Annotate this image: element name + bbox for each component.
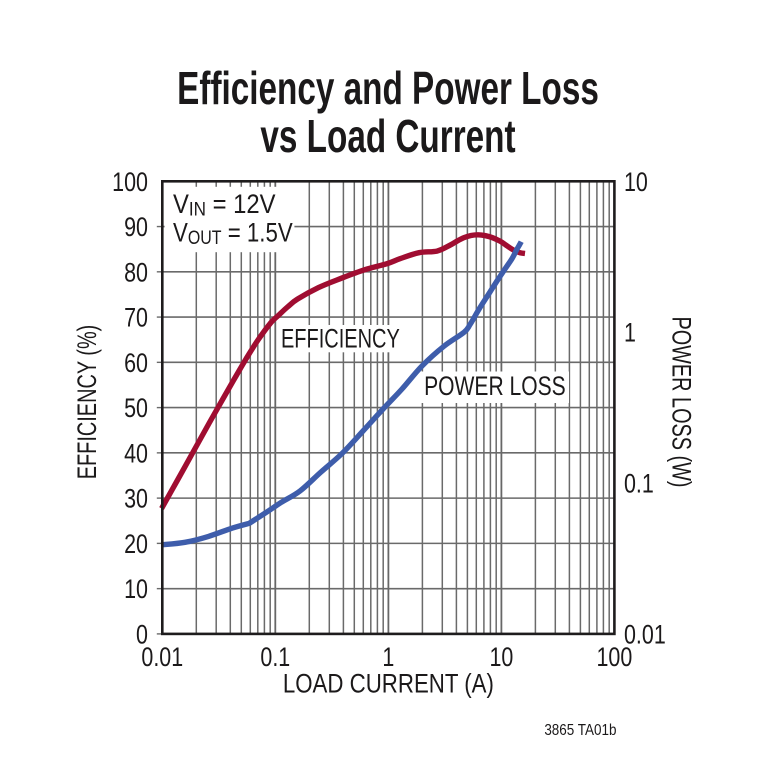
svg-text:vs Load Current: vs Load Current bbox=[260, 109, 515, 162]
svg-text:0.01: 0.01 bbox=[624, 620, 666, 650]
svg-text:LOAD CURRENT (A): LOAD CURRENT (A) bbox=[283, 670, 494, 699]
svg-text:POWER LOSS (W): POWER LOSS (W) bbox=[667, 316, 696, 487]
svg-text:60: 60 bbox=[124, 349, 148, 379]
svg-text:VIN = 12V: VIN = 12V bbox=[173, 190, 276, 220]
svg-text:10: 10 bbox=[124, 575, 148, 605]
svg-text:3865 TA01b: 3865 TA01b bbox=[544, 722, 616, 739]
svg-text:10: 10 bbox=[489, 643, 513, 673]
svg-text:1: 1 bbox=[624, 319, 636, 349]
svg-text:0.1: 0.1 bbox=[260, 643, 290, 673]
svg-text:20: 20 bbox=[124, 530, 148, 560]
svg-text:100: 100 bbox=[596, 643, 632, 673]
svg-text:0: 0 bbox=[136, 620, 148, 650]
svg-text:50: 50 bbox=[124, 394, 148, 424]
svg-text:90: 90 bbox=[124, 213, 148, 243]
svg-text:70: 70 bbox=[124, 304, 148, 334]
svg-text:1: 1 bbox=[382, 643, 394, 673]
svg-text:40: 40 bbox=[124, 439, 148, 469]
svg-text:EFFICIENCY (%): EFFICIENCY (%) bbox=[72, 325, 101, 480]
svg-text:EFFICIENCY: EFFICIENCY bbox=[281, 324, 400, 353]
svg-text:100: 100 bbox=[112, 168, 148, 198]
svg-text:POWER LOSS: POWER LOSS bbox=[424, 372, 566, 402]
svg-text:80: 80 bbox=[124, 258, 148, 288]
svg-text:Efficiency and Power Loss: Efficiency and Power Loss bbox=[177, 61, 599, 114]
svg-text:0.01: 0.01 bbox=[141, 643, 183, 673]
svg-text:30: 30 bbox=[124, 485, 148, 515]
svg-text:0.1: 0.1 bbox=[624, 469, 654, 499]
svg-text:10: 10 bbox=[624, 168, 648, 198]
svg-text:VOUT = 1.5V: VOUT = 1.5V bbox=[173, 219, 293, 249]
